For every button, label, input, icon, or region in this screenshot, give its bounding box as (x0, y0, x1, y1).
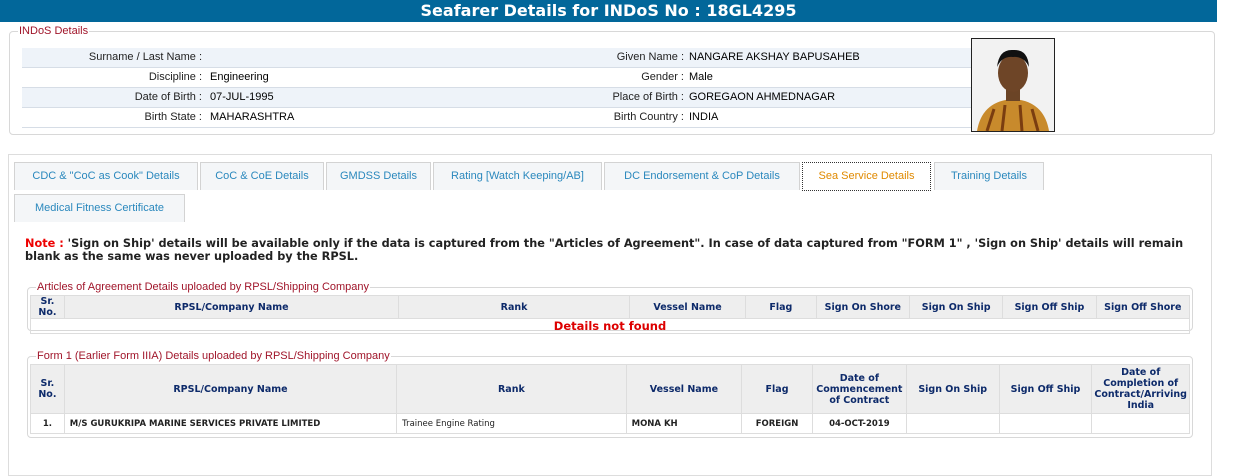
info-row: Date of Birth : 07-JUL-1995 Place of Birt… (22, 88, 972, 108)
label: Birth Country : (613, 111, 684, 123)
cell-rank: Trainee Engine Rating (396, 413, 627, 434)
value: MAHARASHTRA (210, 111, 295, 123)
value: Engineering (210, 71, 269, 83)
label: Date of Birth : (134, 91, 202, 103)
note-body: 'Sign on Ship' details will be available… (25, 237, 1184, 263)
col-header: Date of Completion of Contract/Arriving … (1091, 364, 1190, 414)
col-header: Flag (741, 364, 813, 414)
form1-fieldset: Form 1 (Earlier Form IIIA) Details uploa… (27, 350, 1193, 438)
cell-completion (1091, 413, 1190, 434)
cell-company: M/S GURUKRIPA MARINE SERVICES PRIVATE LI… (63, 413, 398, 434)
label: Place of Birth : (612, 91, 684, 103)
value: Male (689, 71, 713, 83)
value: 07-JUL-1995 (210, 91, 274, 103)
col-header: Vessel Name (628, 295, 747, 319)
label: Gender : (641, 71, 684, 83)
col-header: Date of Commencement of Contract (811, 364, 907, 414)
seafarer-photo (971, 38, 1055, 132)
col-header: Sign On Shore (815, 295, 911, 319)
header-row: Sr. No. RPSL/Company Name Rank Vessel Na… (30, 295, 1191, 319)
tab-gmdss[interactable]: GMDSS Details (326, 162, 431, 190)
col-header: Vessel Name (625, 364, 743, 414)
col-header: Flag (745, 295, 817, 319)
col-header: RPSL/Company Name (63, 295, 400, 319)
indos-legend: INDoS Details (19, 25, 89, 37)
col-header: Sr. No. (30, 364, 65, 414)
header-row: Sr. No. RPSL/Company Name Rank Vessel Na… (30, 364, 1190, 414)
cell-flag: FOREIGN (741, 413, 813, 434)
details-not-found: Details not found (30, 318, 1190, 334)
cell-sign-on-ship (905, 413, 1000, 434)
col-header: Sign Off Shore (1095, 295, 1191, 319)
col-header: Rank (396, 364, 627, 414)
col-header: Sign On Ship (905, 364, 1000, 414)
cell-vessel: MONA KH (625, 413, 743, 434)
col-header: Sr. No. (30, 295, 65, 319)
tab-cdc[interactable]: CDC & "CoC as Cook" Details (14, 162, 198, 190)
tab-training[interactable]: Training Details (934, 162, 1044, 190)
form1-legend: Form 1 (Earlier Form IIIA) Details uploa… (37, 350, 390, 362)
note-label: Note : (25, 237, 64, 250)
table-row: 1. M/S GURUKRIPA MARINE SERVICES PRIVATE… (30, 413, 1190, 434)
tab-medical-fitness[interactable]: Medical Fitness Certificate (14, 194, 185, 222)
info-row: Surname / Last Name : Given Name : NANGAR… (22, 48, 972, 68)
value: GOREGAON AHMEDNAGAR (689, 91, 836, 103)
col-header: Rank (398, 295, 630, 319)
tab-dc-endorsement[interactable]: DC Endorsement & CoP Details (604, 162, 800, 190)
col-header: RPSL/Company Name (63, 364, 398, 414)
cell-commencement: 04-OCT-2019 (811, 413, 907, 434)
indos-details: INDoS Details Surname / Last Name : Give… (9, 25, 1215, 135)
info-row: Birth State : MAHARASHTRA Birth Country :… (22, 108, 972, 128)
articles-legend: Articles of Agreement Details uploaded b… (37, 281, 370, 293)
info-row: Discipline : Engineering Gender : Male (22, 68, 972, 88)
label: Surname / Last Name : (88, 51, 202, 63)
label: Given Name : (616, 51, 684, 63)
label: Birth State : (144, 111, 202, 123)
col-header: Sign Off Ship (1002, 295, 1097, 319)
value: INDIA (689, 111, 719, 123)
form1-table: Sr. No. RPSL/Company Name Rank Vessel Na… (30, 364, 1190, 434)
value: NANGARE AKSHAY BAPUSAHEB (689, 51, 860, 63)
cell-sign-off-ship (998, 413, 1093, 434)
label: Discipline : (148, 71, 202, 83)
note-text: Note : 'Sign on Ship' details will be av… (25, 237, 1215, 263)
col-header: Sign On Ship (908, 295, 1004, 319)
tab-rating[interactable]: Rating [Watch Keeping/AB] (433, 162, 602, 190)
tab-sea-service[interactable]: Sea Service Details (802, 162, 931, 191)
articles-table: Sr. No. RPSL/Company Name Rank Vessel Na… (30, 295, 1191, 334)
cell-sr-no: 1. (30, 413, 65, 434)
col-header: Sign Off Ship (998, 364, 1093, 414)
page-title: Seafarer Details for INDoS No : 18GL4295 (0, 0, 1217, 22)
tab-coc-coe[interactable]: CoC & CoE Details (200, 162, 324, 190)
